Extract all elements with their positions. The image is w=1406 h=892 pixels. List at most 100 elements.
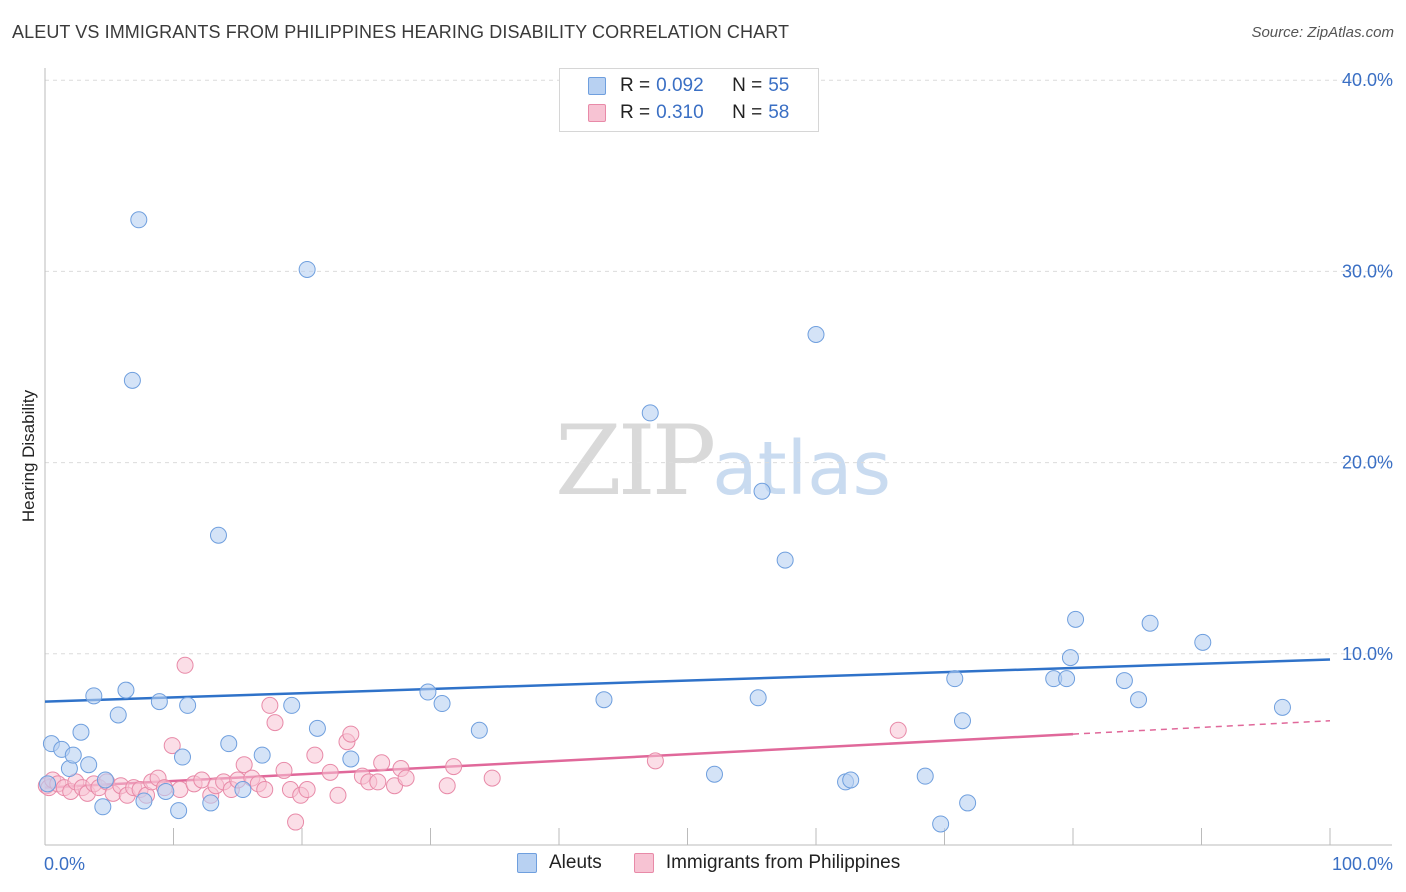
philippines-point (261, 696, 279, 714)
aleuts-point (419, 683, 437, 701)
aleuts-point (1067, 610, 1085, 628)
gridlines (45, 79, 1392, 655)
aleuts-point (94, 798, 112, 816)
philippines-point (321, 763, 339, 781)
aleuts-point (85, 687, 103, 705)
philippines-trend-extension (1072, 719, 1331, 735)
philippines-point (235, 756, 253, 774)
aleuts-point (916, 767, 934, 785)
aleuts-point (209, 526, 227, 544)
aleuts-point (1194, 633, 1212, 651)
series-legend: Aleuts Immigrants from Philippines (517, 852, 932, 874)
philippines-point (298, 781, 316, 799)
aleuts-point (1141, 614, 1159, 632)
philippines-point (397, 769, 415, 787)
chart-title: ALEUT VS IMMIGRANTS FROM PHILIPPINES HEA… (12, 22, 790, 42)
legend-item-aleuts[interactable]: Aleuts (517, 852, 602, 874)
aleuts-point (170, 802, 188, 820)
aleuts-point (150, 693, 168, 711)
philippines-swatch (633, 853, 654, 873)
legend-label-aleuts: Aleuts (549, 852, 602, 873)
philippines-swatch (588, 104, 606, 122)
r-value: 0.310 (656, 102, 704, 123)
r-value: 0.092 (656, 75, 704, 96)
aleuts-point (595, 691, 613, 709)
aleuts-point (807, 325, 825, 343)
x-tick-label: 100.0% (1332, 854, 1393, 874)
y-tick-label: 40.0% (1342, 70, 1393, 90)
aleuts-point (953, 712, 971, 730)
aleuts-point (179, 696, 197, 714)
y-axis-title: Hearing Disability (19, 389, 38, 522)
philippines-point (445, 758, 463, 776)
aleuts-point (1115, 672, 1133, 690)
legend-row-aleuts: R = 0.092 N = 55 (588, 75, 789, 97)
philippines-point (163, 737, 181, 755)
aleuts-point (1061, 649, 1079, 667)
aleuts-point (470, 721, 488, 739)
philippines-point (646, 752, 664, 770)
aleuts-point (298, 260, 316, 278)
philippines-point (176, 656, 194, 674)
correlation-legend: R = 0.092 N = 55 R = 0.310 N = 58 (559, 68, 819, 132)
aleuts-point (173, 748, 191, 766)
tick-labels: 10.0% 20.0% 30.0% 40.0% 0.0% 100.0% (44, 70, 1393, 874)
aleuts-point (753, 482, 771, 500)
philippines-point (483, 769, 501, 787)
aleuts-swatch (588, 77, 606, 95)
philippines-point (266, 714, 284, 732)
aleuts-point (135, 792, 153, 810)
aleuts-point (1058, 670, 1076, 688)
aleuts-point (220, 735, 238, 753)
aleuts-point (80, 756, 98, 774)
philippines-point (369, 773, 387, 791)
philippines-point (329, 786, 347, 804)
philippines-point (171, 781, 189, 799)
aleuts-point (109, 706, 127, 724)
philippines-point (287, 813, 305, 831)
aleuts-point (1130, 691, 1148, 709)
aleuts-point (123, 371, 141, 389)
philippines-point (306, 746, 324, 764)
aleuts-point (342, 750, 360, 768)
n-value: 58 (768, 102, 790, 123)
aleuts-point (202, 794, 220, 812)
aleuts-point (776, 551, 794, 569)
n-value: 55 (768, 75, 790, 96)
aleuts-point (932, 815, 950, 833)
aleuts-point (117, 681, 135, 699)
axes (44, 68, 1392, 846)
aleuts-point (946, 670, 964, 688)
philippines-point (342, 725, 360, 743)
r-label: R = (620, 75, 651, 96)
aleuts-point (157, 782, 175, 800)
aleuts-trend-line (44, 658, 1331, 703)
philippines-point (275, 761, 293, 779)
philippines-point (256, 781, 274, 799)
aleuts-point (234, 781, 252, 799)
aleuts-point (842, 771, 860, 789)
aleuts-point (39, 775, 57, 793)
aleuts-point (959, 794, 977, 812)
legend-item-philippines[interactable]: Immigrants from Philippines (633, 852, 901, 874)
aleuts-point (64, 746, 82, 764)
legend-label-philippines: Immigrants from Philippines (665, 852, 901, 873)
r-label: R = (620, 102, 651, 123)
aleuts-point (130, 211, 148, 229)
aleuts-point (253, 746, 271, 764)
aleuts-point (72, 723, 90, 741)
aleuts-point (308, 719, 326, 737)
philippines-point (193, 771, 211, 789)
aleuts-swatch (517, 853, 537, 873)
n-label: N = (732, 75, 763, 96)
aleuts-point (96, 771, 114, 789)
aleuts-point (749, 689, 767, 707)
aleuts-point (1273, 698, 1291, 716)
data-points (37, 211, 1291, 833)
n-label: N = (732, 102, 763, 123)
philippines-point (889, 721, 907, 739)
philippines-point (438, 777, 456, 795)
y-tick-label: 20.0% (1342, 453, 1393, 473)
source-label: Source: ZipAtlas.com (1251, 24, 1394, 41)
